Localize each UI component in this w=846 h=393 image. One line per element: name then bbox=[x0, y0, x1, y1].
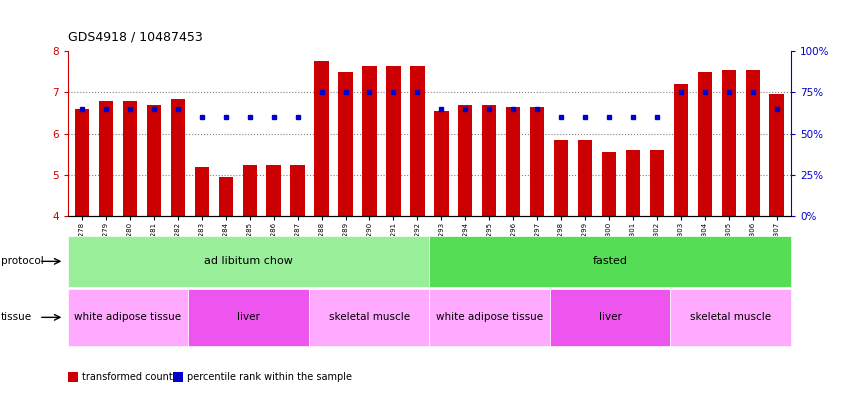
Text: skeletal muscle: skeletal muscle bbox=[690, 312, 772, 322]
Bar bbox=[602, 152, 616, 216]
Bar bbox=[146, 105, 161, 216]
Bar bbox=[650, 150, 664, 216]
Text: white adipose tissue: white adipose tissue bbox=[74, 312, 182, 322]
Bar bbox=[770, 94, 784, 216]
Text: liver: liver bbox=[237, 312, 260, 322]
Bar bbox=[218, 177, 233, 216]
Text: tissue: tissue bbox=[1, 312, 32, 322]
Text: ad libitum chow: ad libitum chow bbox=[204, 256, 293, 266]
Bar bbox=[458, 105, 472, 216]
Bar bbox=[482, 105, 497, 216]
Text: white adipose tissue: white adipose tissue bbox=[436, 312, 543, 322]
Bar bbox=[315, 61, 329, 216]
Bar bbox=[554, 140, 569, 216]
Bar bbox=[626, 150, 640, 216]
Bar bbox=[434, 111, 448, 216]
Bar bbox=[74, 109, 89, 216]
Bar bbox=[99, 101, 113, 216]
Bar bbox=[171, 99, 185, 216]
Bar bbox=[673, 84, 688, 216]
Bar bbox=[578, 140, 592, 216]
Text: GDS4918 / 10487453: GDS4918 / 10487453 bbox=[68, 30, 202, 43]
Bar bbox=[266, 165, 281, 216]
Text: transformed count: transformed count bbox=[82, 372, 173, 382]
Bar bbox=[290, 165, 305, 216]
Bar bbox=[698, 72, 712, 216]
Bar bbox=[387, 66, 401, 216]
Text: protocol: protocol bbox=[1, 256, 44, 266]
Text: fasted: fasted bbox=[593, 256, 628, 266]
Bar bbox=[506, 107, 520, 216]
Bar bbox=[123, 101, 137, 216]
Bar bbox=[530, 107, 544, 216]
Bar bbox=[362, 66, 376, 216]
Bar bbox=[195, 167, 209, 216]
Bar bbox=[410, 66, 425, 216]
Text: skeletal muscle: skeletal muscle bbox=[328, 312, 409, 322]
Text: percentile rank within the sample: percentile rank within the sample bbox=[187, 372, 352, 382]
Text: liver: liver bbox=[599, 312, 622, 322]
Bar bbox=[338, 72, 353, 216]
Bar bbox=[722, 70, 736, 216]
Bar bbox=[243, 165, 257, 216]
Bar bbox=[745, 70, 760, 216]
